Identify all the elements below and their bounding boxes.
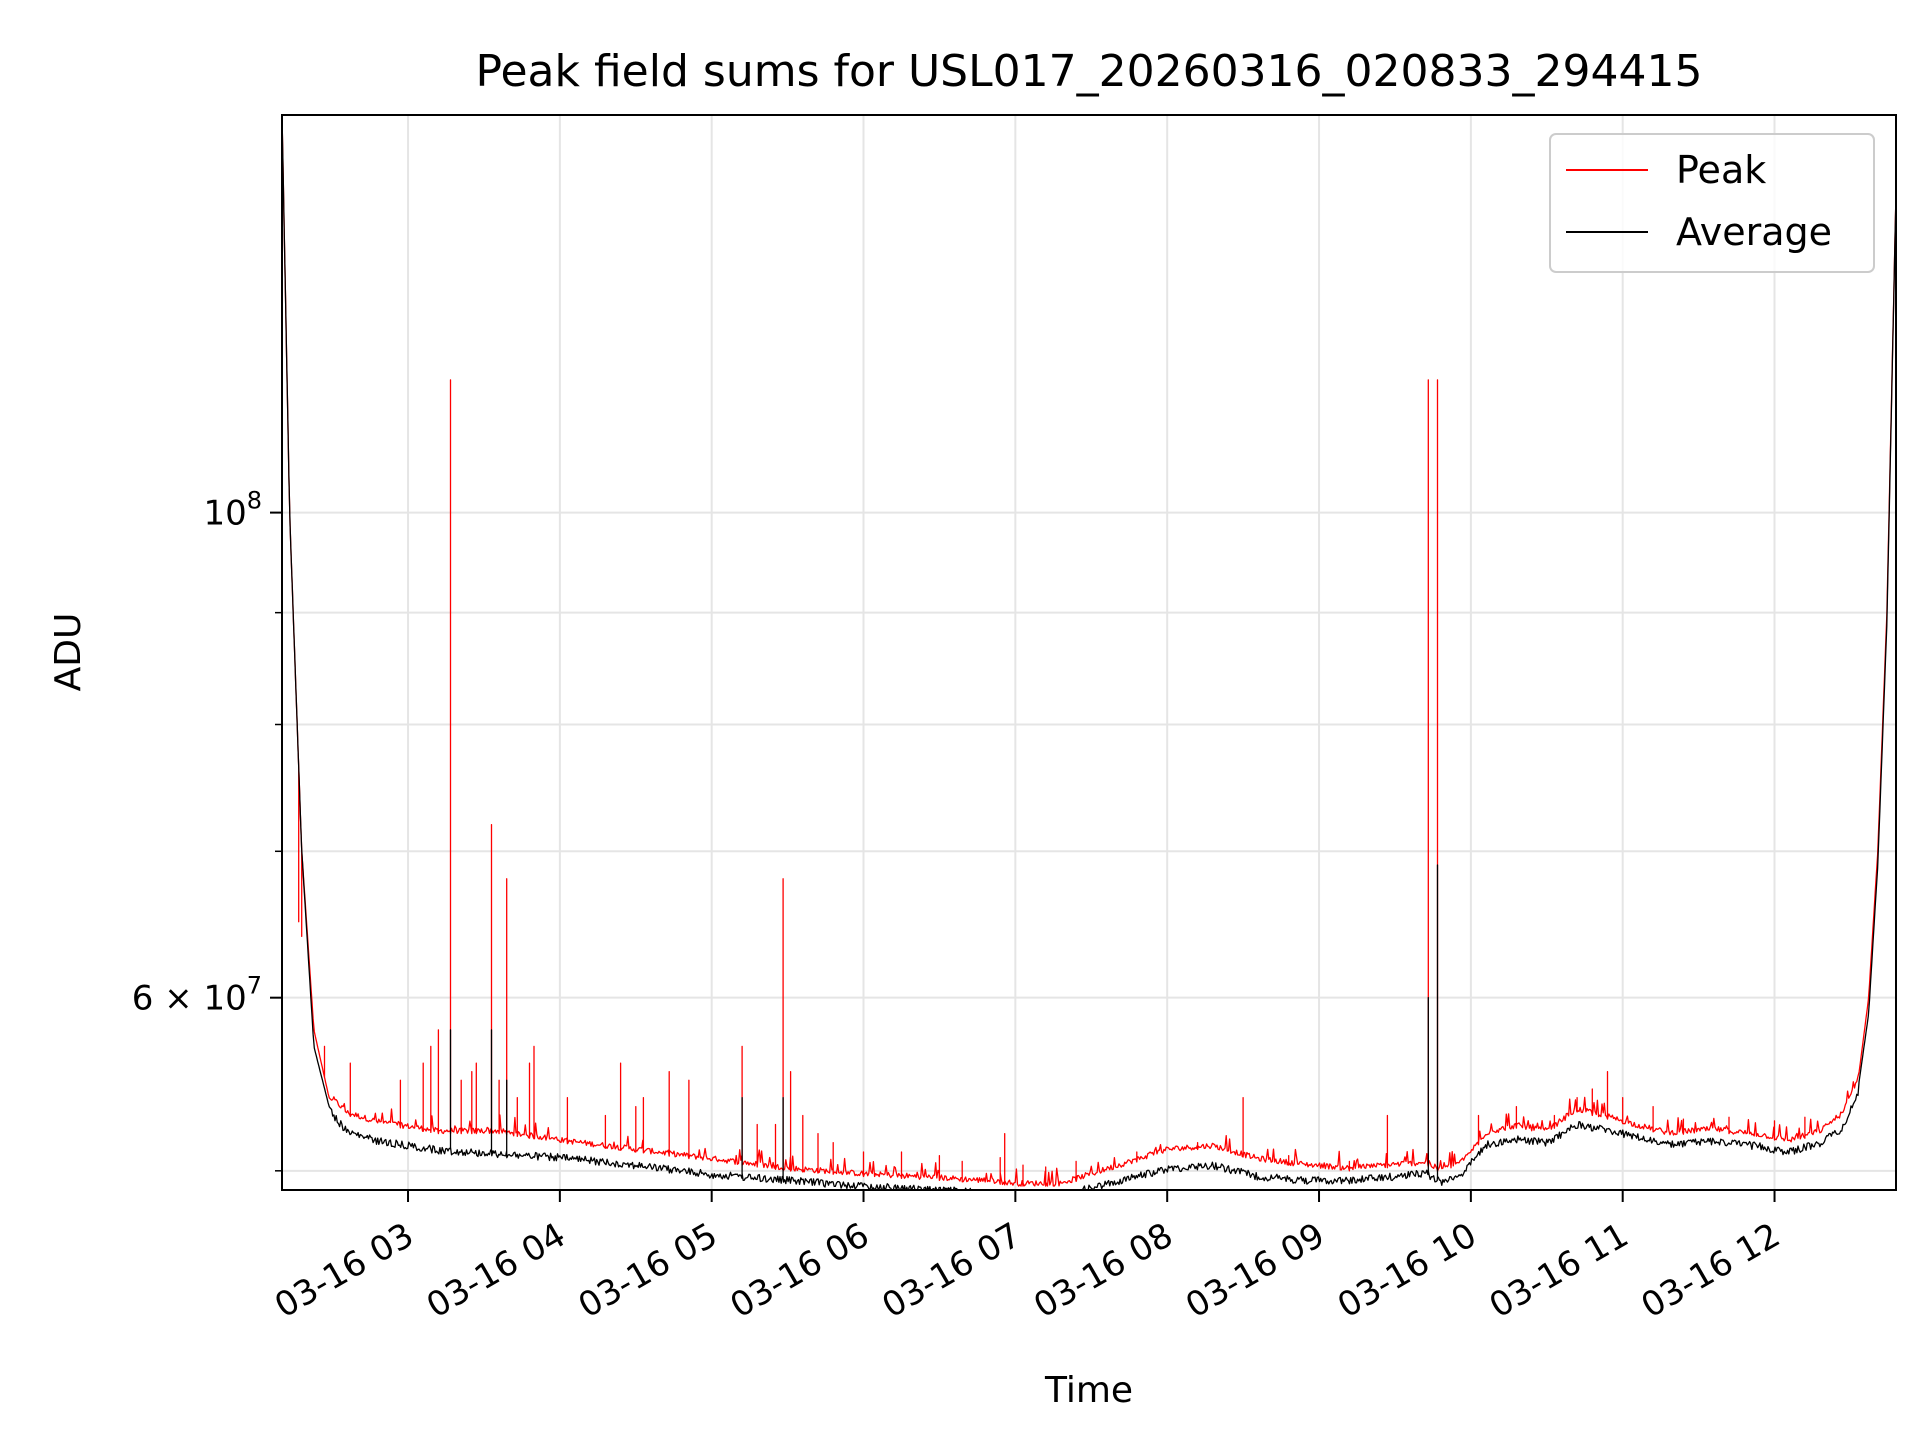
series-line-peak: [282, 115, 1896, 1187]
y-ticks: 108 6 × 107: [132, 487, 282, 1172]
series-layer: [282, 115, 1896, 1190]
y-axis-label: ADU: [48, 613, 89, 692]
x-axis-label: Time: [1044, 1370, 1133, 1411]
legend: Peak Average: [1549, 133, 1875, 273]
series-line-average: [282, 115, 1896, 1190]
plot-frame: [281, 114, 1897, 1191]
chart-title: Peak field sums for USL017_20260316_0208…: [476, 46, 1703, 97]
legend-peak-label: Peak: [1676, 148, 1766, 192]
y-tick-label: 6 × 107: [132, 972, 262, 1019]
grid: [282, 115, 1896, 1190]
legend-average-label: Average: [1676, 210, 1832, 254]
y-tick-label: 108: [203, 487, 262, 534]
legend-box: [1549, 133, 1875, 273]
